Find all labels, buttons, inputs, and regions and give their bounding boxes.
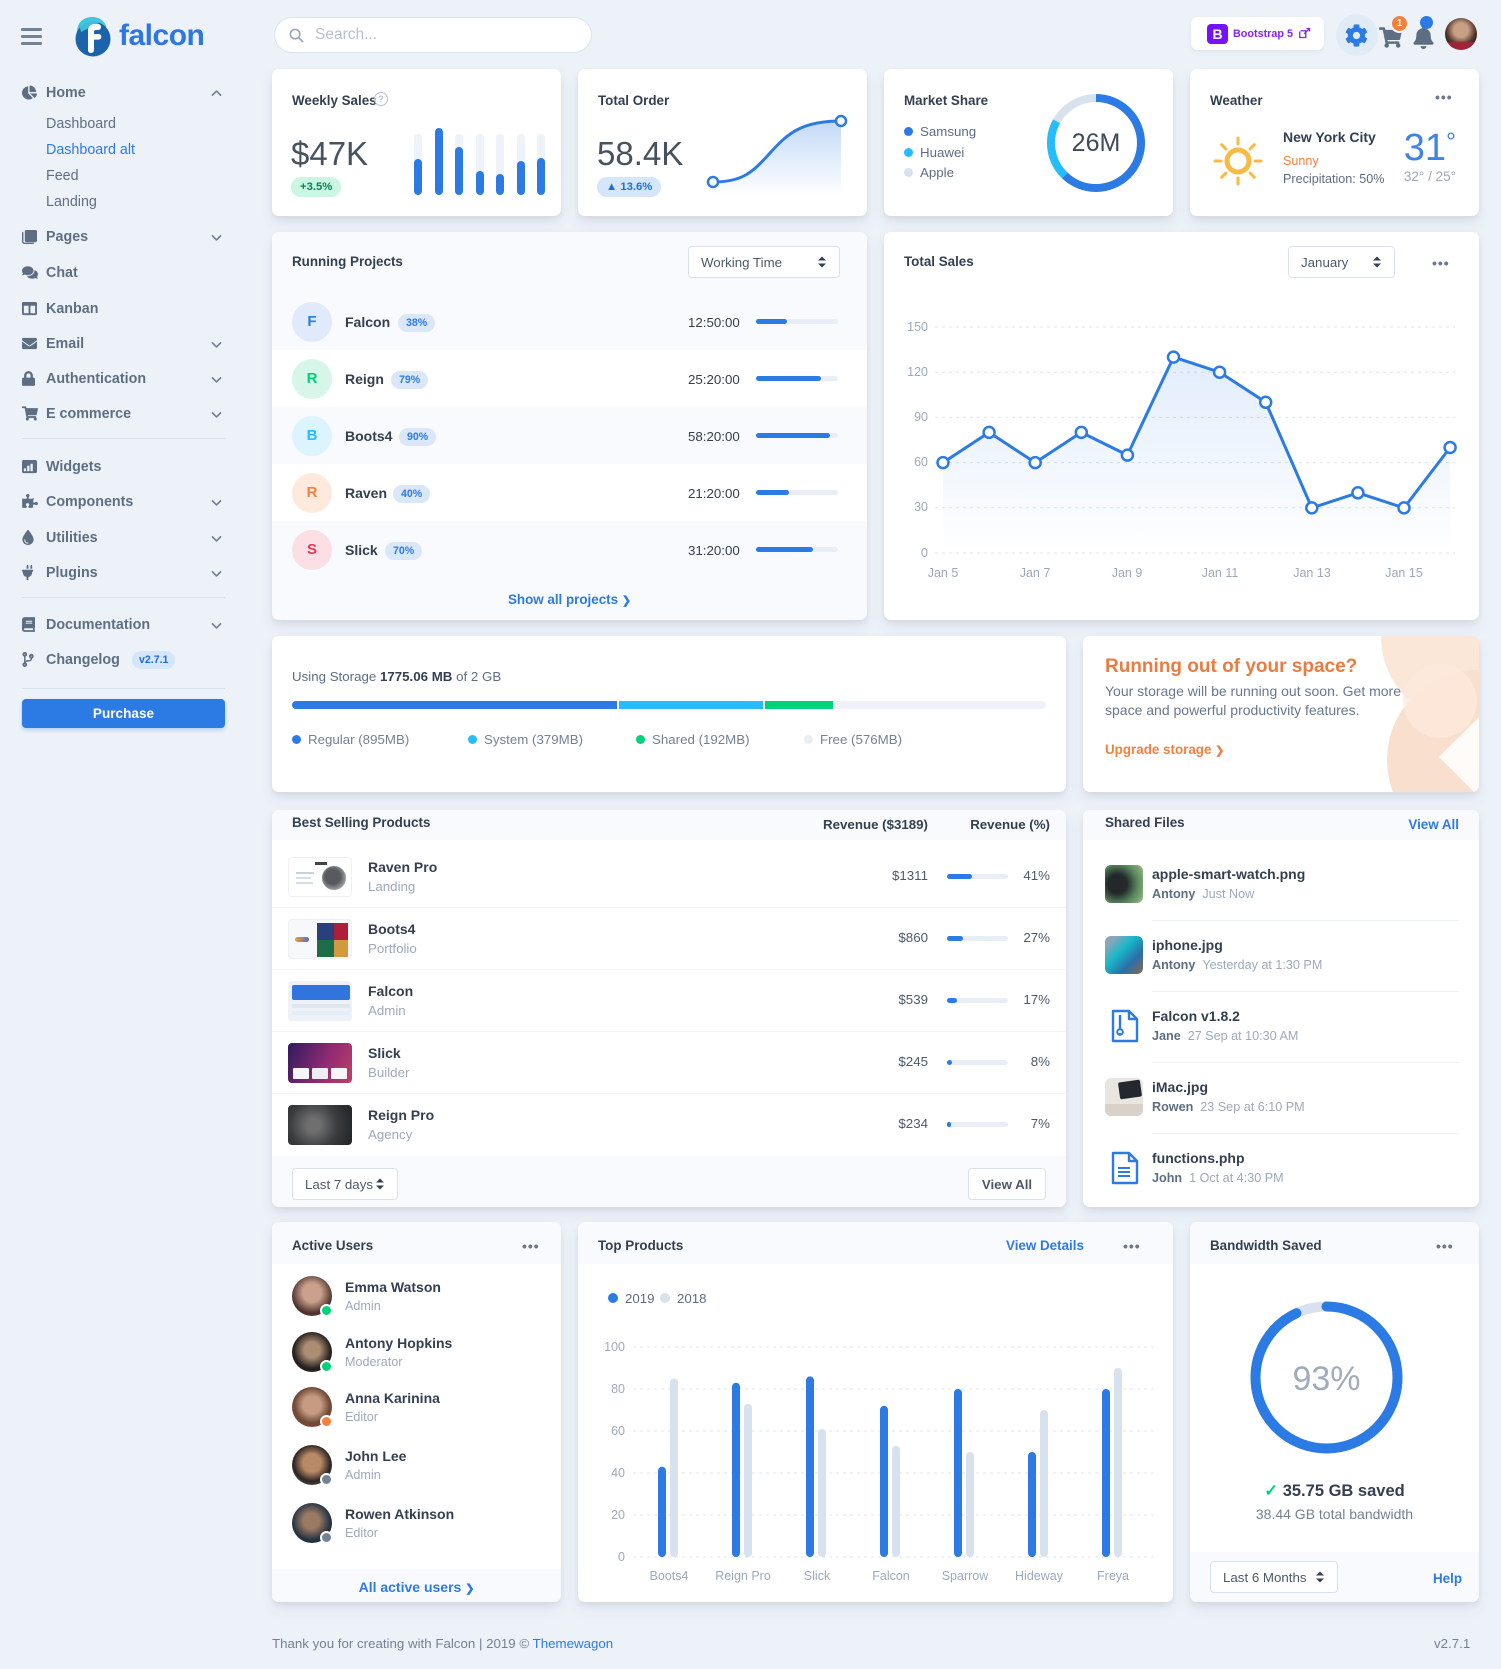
svg-text:Falcon: Falcon: [872, 1569, 910, 1583]
svg-text:20: 20: [611, 1508, 625, 1522]
svg-text:Jan 5: Jan 5: [928, 566, 959, 580]
svg-text:40: 40: [611, 1466, 625, 1480]
svg-text:Boots4: Boots4: [650, 1569, 689, 1583]
svg-text:60: 60: [611, 1424, 625, 1438]
svg-text:100: 100: [604, 1340, 625, 1354]
svg-text:Reign Pro: Reign Pro: [715, 1569, 771, 1583]
svg-text:Hideway: Hideway: [1015, 1569, 1064, 1583]
svg-text:26M: 26M: [1072, 129, 1121, 157]
svg-text:0: 0: [921, 546, 928, 560]
svg-text:Sparrow: Sparrow: [942, 1569, 990, 1583]
svg-text:Jan 13: Jan 13: [1293, 566, 1331, 580]
svg-text:120: 120: [907, 365, 928, 379]
svg-text:Jan 9: Jan 9: [1112, 566, 1143, 580]
svg-text:30: 30: [914, 500, 928, 514]
svg-text:Freya: Freya: [1097, 1569, 1129, 1583]
svg-text:150: 150: [907, 320, 928, 334]
svg-text:Jan 7: Jan 7: [1020, 566, 1051, 580]
svg-text:90: 90: [914, 410, 928, 424]
svg-text:Slick: Slick: [804, 1569, 831, 1583]
svg-text:60: 60: [914, 455, 928, 469]
svg-text:Jan 15: Jan 15: [1385, 566, 1423, 580]
svg-text:93%: 93%: [1292, 1360, 1360, 1398]
svg-text:80: 80: [611, 1382, 625, 1396]
svg-text:Jan 11: Jan 11: [1202, 566, 1239, 580]
svg-text:0: 0: [618, 1550, 625, 1564]
